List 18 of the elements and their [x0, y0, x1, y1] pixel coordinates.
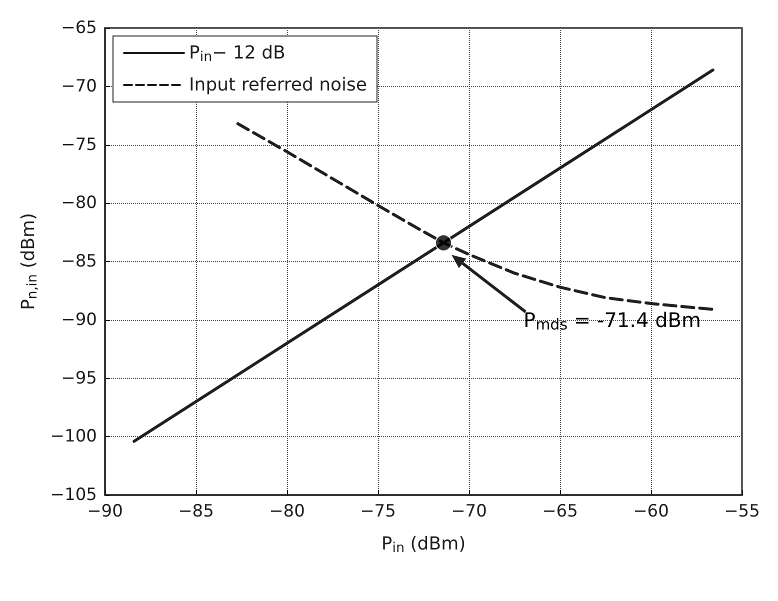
y-axis-title: Pn,in (dBm)	[18, 212, 40, 310]
y-tick-label: −75	[61, 134, 97, 155]
x-tick-label: −80	[269, 502, 305, 522]
line-series	[236, 122, 714, 311]
x-tick-label: −70	[451, 502, 487, 522]
y-tick-label: −65	[61, 18, 97, 38]
y-tick-label: −70	[61, 76, 97, 96]
x-tick-label: −65	[542, 502, 578, 522]
y-tick-label: −100	[50, 426, 97, 447]
x-tick-label: −55	[724, 502, 760, 522]
y-tick-label: −85	[61, 252, 97, 272]
x-tick-label: −60	[633, 502, 669, 522]
x-tick-label: −85	[178, 502, 214, 522]
y-tick-label: −80	[61, 193, 97, 214]
y-tick-label: −95	[61, 368, 97, 388]
y-tick-label: −90	[61, 310, 97, 330]
legend-label: Input referred noise	[189, 74, 368, 96]
x-tick-label: −75	[360, 502, 396, 522]
